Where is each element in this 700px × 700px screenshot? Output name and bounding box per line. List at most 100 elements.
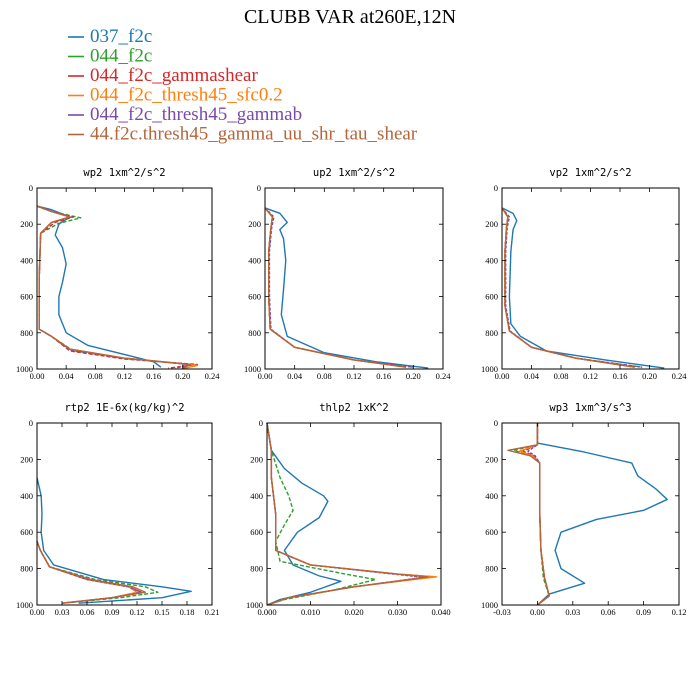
y-tick-label: 800 bbox=[20, 564, 33, 574]
series-line bbox=[264, 207, 407, 368]
legend-label: 044_f2c_thresh45_gammab bbox=[90, 104, 302, 125]
legend-label: 044_f2c_gammashear bbox=[90, 65, 258, 86]
x-tick-label: 0.040 bbox=[431, 607, 450, 617]
x-tick-label: 0.24 bbox=[672, 371, 688, 381]
chart-panel: rtp2 1E-6x(kg/kg)^2 0.00 0.03 0.06 0.09 0.12 0… bbox=[16, 402, 219, 617]
plot-frame bbox=[36, 422, 213, 606]
y-tick-label: 200 bbox=[250, 454, 263, 464]
series-line bbox=[36, 205, 191, 370]
plot-frame bbox=[266, 422, 442, 606]
y-tick-label: 800 bbox=[20, 328, 33, 338]
x-tick-label: 0.00 bbox=[30, 371, 45, 381]
y-tick-label: 800 bbox=[250, 564, 263, 574]
y-tick-label: 1000 bbox=[16, 600, 33, 610]
y-tick-label: 600 bbox=[20, 292, 33, 302]
x-tick-label: 0.03 bbox=[565, 607, 580, 617]
figure-title: CLUBB VAR at260E,12N bbox=[244, 6, 456, 28]
y-tick-label: 800 bbox=[485, 328, 498, 338]
series-line bbox=[264, 207, 414, 368]
panel-title: wp2 1xm^2/s^2 bbox=[83, 167, 165, 179]
x-tick-label: 0.08 bbox=[554, 371, 569, 381]
x-tick-label: 0.21 bbox=[205, 607, 220, 617]
x-tick-label: 0.09 bbox=[105, 607, 120, 617]
series-line bbox=[501, 207, 635, 368]
y-tick-label: 400 bbox=[20, 491, 33, 501]
x-tick-label: 0.00 bbox=[495, 371, 510, 381]
y-tick-label: 400 bbox=[485, 491, 498, 501]
x-tick-label: 0.12 bbox=[583, 371, 598, 381]
x-tick-label: 0.18 bbox=[180, 607, 195, 617]
x-tick-label: 0.24 bbox=[436, 371, 452, 381]
series-line bbox=[264, 207, 414, 368]
y-tick-label: 0 bbox=[259, 418, 263, 428]
x-tick-label: 0.12 bbox=[130, 607, 145, 617]
y-tick-label: 400 bbox=[485, 255, 498, 265]
x-tick-label: 0.08 bbox=[317, 371, 332, 381]
chart-panel: wp2 1xm^2/s^2 0.00 0.04 0.08 0.12 0.16 0.20 0.2… bbox=[16, 167, 220, 381]
series-line bbox=[266, 422, 433, 606]
x-tick-label: 0.04 bbox=[287, 371, 303, 381]
x-tick-label: 0.030 bbox=[388, 607, 407, 617]
series-line bbox=[501, 207, 643, 368]
series-line bbox=[501, 207, 643, 368]
y-tick-label: 600 bbox=[485, 527, 498, 537]
x-tick-label: 0.010 bbox=[301, 607, 320, 617]
x-tick-label: 0.09 bbox=[636, 607, 651, 617]
series-line bbox=[501, 207, 665, 369]
y-tick-label: 1000 bbox=[481, 364, 498, 374]
series-line bbox=[36, 541, 138, 604]
y-tick-label: 800 bbox=[485, 564, 498, 574]
y-tick-label: 0 bbox=[494, 418, 498, 428]
x-tick-label: 0.20 bbox=[642, 371, 657, 381]
legend: 037_f2c044_f2c044_f2c_gammashear044_f2c_… bbox=[68, 26, 418, 145]
series-line bbox=[36, 541, 142, 604]
y-tick-label: 200 bbox=[485, 219, 498, 229]
series-line bbox=[527, 423, 550, 606]
series-line bbox=[36, 205, 191, 369]
chart-panel: up2 1xm^2/s^2 0.00 0.04 0.08 0.12 0.16 0.20 0.2… bbox=[244, 167, 451, 381]
panel-title: up2 1xm^2/s^2 bbox=[313, 167, 395, 179]
plot-frame bbox=[264, 187, 444, 370]
y-tick-label: 200 bbox=[248, 219, 261, 229]
panel-title: vp2 1xm^2/s^2 bbox=[549, 167, 631, 179]
x-tick-label: 0.16 bbox=[146, 371, 161, 381]
y-tick-label: 0 bbox=[29, 183, 33, 193]
series-line bbox=[522, 423, 550, 606]
x-tick-label: 0.00 bbox=[530, 607, 545, 617]
x-tick-label: 0.000 bbox=[257, 607, 276, 617]
series-line bbox=[264, 207, 407, 368]
x-tick-label: 0.04 bbox=[59, 371, 75, 381]
x-tick-label: 0.020 bbox=[344, 607, 363, 617]
x-tick-label: 0.20 bbox=[406, 371, 421, 381]
legend-label: 44.f2c.thresh45_gamma_uu_shr_tau_shear bbox=[90, 124, 418, 145]
y-tick-label: 200 bbox=[485, 454, 498, 464]
y-tick-label: 600 bbox=[248, 292, 261, 302]
y-tick-label: 800 bbox=[248, 328, 261, 338]
x-tick-label: 0.16 bbox=[376, 371, 391, 381]
y-tick-label: 600 bbox=[485, 292, 498, 302]
series-line bbox=[507, 423, 550, 606]
legend-label: 044_f2c_thresh45_sfc0.2 bbox=[90, 85, 283, 106]
y-tick-label: 600 bbox=[20, 527, 33, 537]
y-tick-label: 1000 bbox=[246, 600, 263, 610]
series-line bbox=[264, 207, 407, 368]
x-tick-label: 0.04 bbox=[524, 371, 540, 381]
legend-label: 044_f2c bbox=[90, 46, 152, 67]
legend-label: 037_f2c bbox=[90, 26, 152, 47]
x-tick-label: 0.00 bbox=[258, 371, 273, 381]
series-line bbox=[36, 541, 147, 604]
series-line bbox=[36, 205, 184, 369]
x-tick-label: -0.03 bbox=[493, 607, 511, 617]
y-tick-label: 400 bbox=[20, 255, 33, 265]
x-tick-label: 0.12 bbox=[347, 371, 362, 381]
x-tick-label: 0.06 bbox=[601, 607, 616, 617]
x-tick-label: 0.20 bbox=[175, 371, 190, 381]
chart-panel: wp3 1xm^3/s^3 -0.03 0.00 0.03 0.06 0.09 0.12 0 2… bbox=[481, 402, 686, 617]
y-tick-label: 200 bbox=[20, 219, 33, 229]
series-line bbox=[36, 205, 162, 368]
panels: wp2 1xm^2/s^2 0.00 0.04 0.08 0.12 0.16 0.20 0.2… bbox=[16, 167, 687, 617]
x-tick-label: 0.15 bbox=[155, 607, 170, 617]
series-line bbox=[501, 207, 635, 368]
x-tick-label: 0.06 bbox=[80, 607, 95, 617]
